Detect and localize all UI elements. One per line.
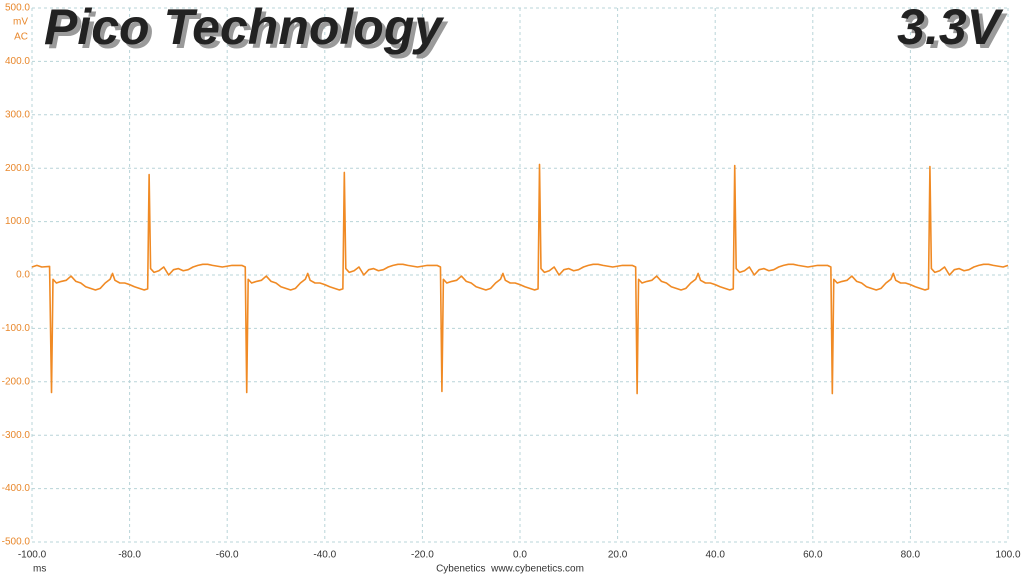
coupling-label: AC	[14, 32, 28, 43]
x-tick-label: 100.0	[995, 550, 1020, 561]
x-tick-label: 0.0	[513, 550, 527, 561]
x-tick-label: 20.0	[608, 550, 628, 561]
x-tick-label: -40.0	[313, 550, 336, 561]
x-tick-label: 60.0	[803, 550, 823, 561]
x-unit: ms	[33, 564, 46, 575]
y-tick-label: -500.0	[2, 537, 31, 548]
y-tick-label: -100.0	[2, 323, 31, 334]
y-tick-label: -300.0	[2, 430, 31, 441]
chart-subtitle: 3.3V	[897, 0, 1004, 55]
x-tick-label: -80.0	[118, 550, 141, 561]
grid	[31, 7, 1009, 543]
y-tick-label: 0.0	[16, 270, 30, 281]
subtitle-shadow: 3.3V	[901, 3, 1008, 59]
x-tick-label: -60.0	[216, 550, 239, 561]
x-tick-label: -20.0	[411, 550, 434, 561]
y-tick-label: -400.0	[2, 483, 31, 494]
x-tick-label: -100.0	[18, 550, 47, 561]
chart-title: Pico Technology	[44, 0, 444, 55]
y-tick-label: 100.0	[5, 216, 30, 227]
y-tick-label: 300.0	[5, 109, 30, 120]
footer: Cybenetics www.cybenetics.com	[436, 564, 584, 575]
plot	[31, 163, 1009, 395]
waveform	[31, 163, 1009, 395]
x-tick-label: 80.0	[901, 550, 921, 561]
y-tick-label: 200.0	[5, 163, 30, 174]
y-tick-label: -200.0	[2, 376, 31, 387]
y-tick-label: 500.0	[5, 3, 30, 14]
x-tick-label: 40.0	[705, 550, 725, 561]
y-unit: mV	[13, 17, 28, 28]
title-shadow: Pico Technology	[48, 3, 448, 59]
y-tick-label: 400.0	[5, 56, 30, 67]
